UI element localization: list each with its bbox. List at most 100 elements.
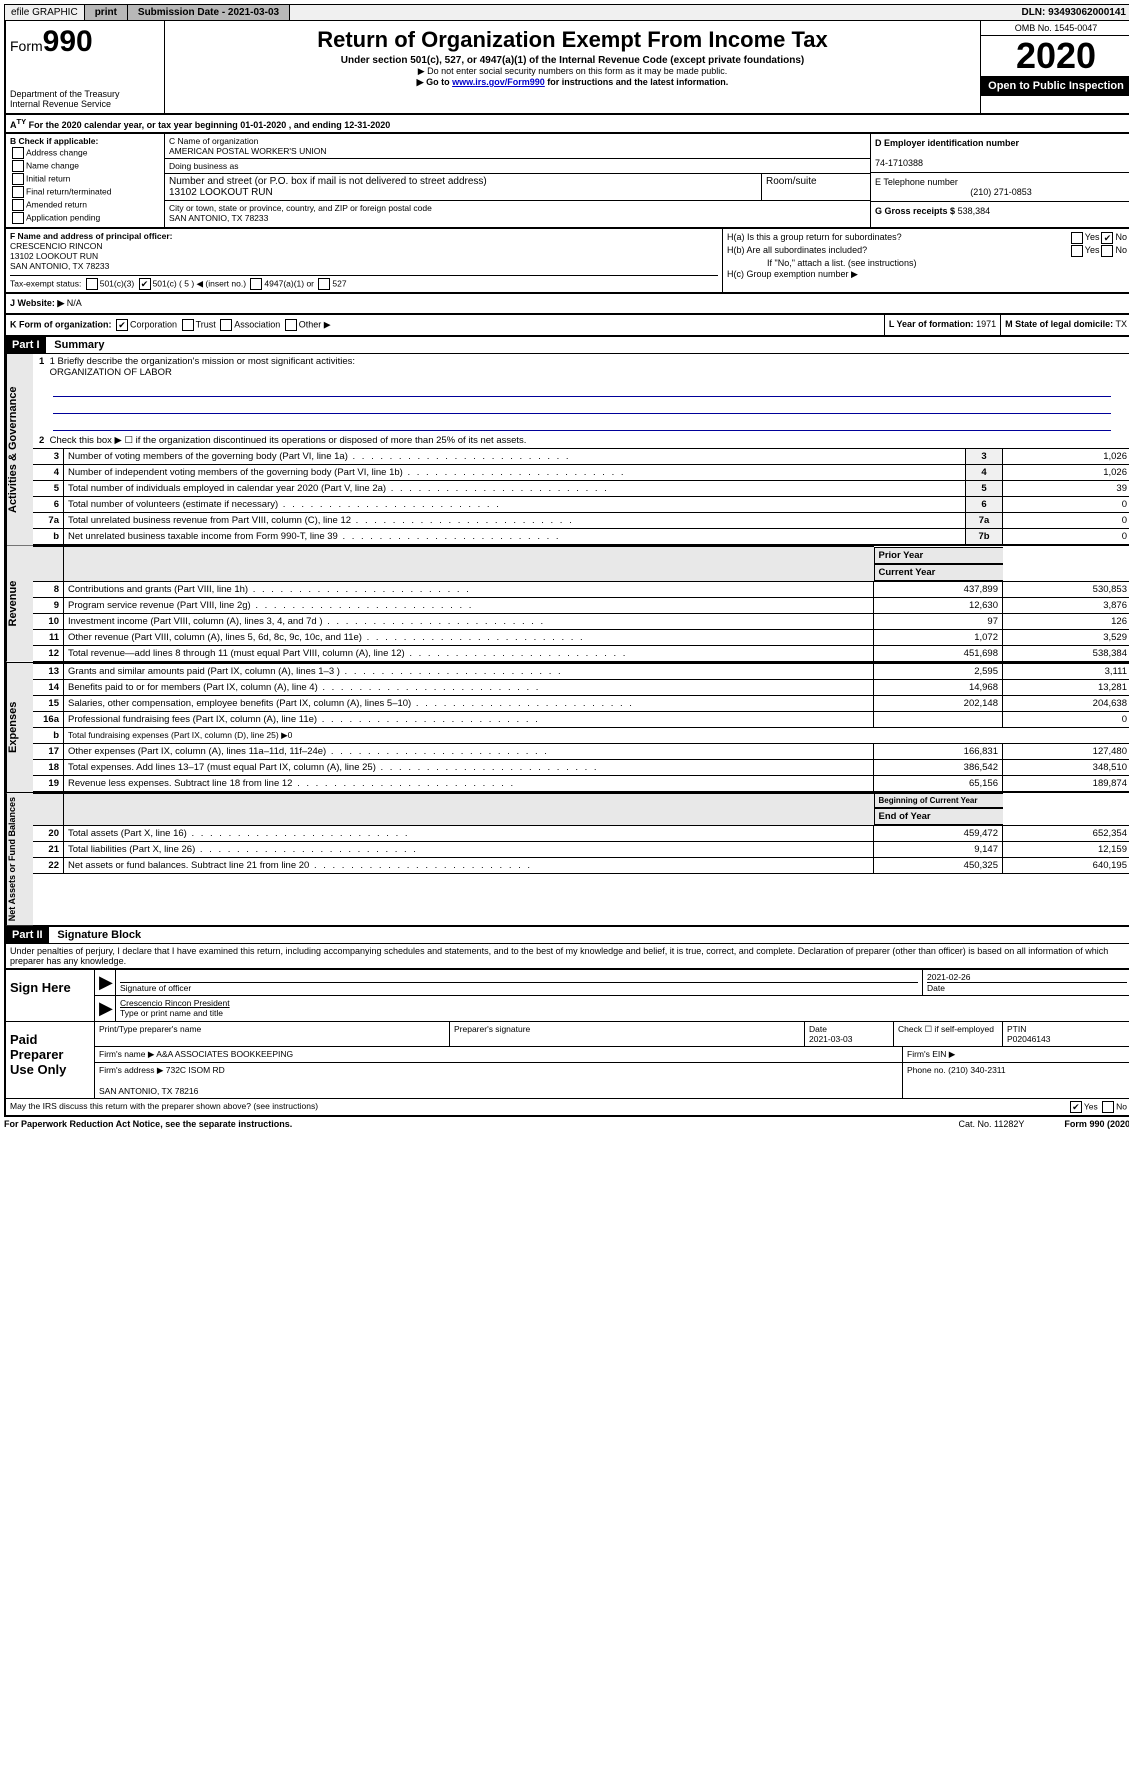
cb-other[interactable]	[285, 319, 297, 331]
h-c-label: H(c) Group exemption number ▶	[727, 269, 1127, 280]
cb-amended[interactable]: Amended return	[10, 199, 160, 211]
line-desc: Other revenue (Part VIII, column (A), li…	[64, 629, 874, 645]
mission-blank-3	[53, 416, 1111, 431]
k-label: K Form of organization:	[10, 319, 112, 329]
sign-here-label: Sign Here	[6, 970, 95, 1021]
hdr-mid: Return of Organization Exempt From Incom…	[165, 21, 980, 113]
line-desc: Total assets (Part X, line 16)	[64, 826, 874, 842]
col-b-checkboxes: B Check if applicable: Address change Na…	[6, 134, 165, 227]
cb-assoc[interactable]	[220, 319, 232, 331]
col-right-deg: D Employer identification number 74-1710…	[870, 134, 1129, 227]
cb-corp[interactable]: ✔	[116, 319, 128, 331]
col-end-year: End of Year	[874, 808, 1003, 825]
cb-initial-return[interactable]: Initial return	[10, 173, 160, 185]
line-desc: Professional fundraising fees (Part IX, …	[64, 711, 874, 727]
cb-discuss-no[interactable]	[1102, 1101, 1114, 1113]
box-b-title: B Check if applicable:	[10, 136, 98, 146]
ptin-cell: PTINP02046143	[1003, 1022, 1129, 1046]
line-num: 12	[33, 645, 64, 661]
cb-hb-yes[interactable]	[1071, 245, 1083, 257]
cb-app-pending[interactable]: Application pending	[10, 212, 160, 224]
form-prefix: Form	[10, 38, 43, 54]
addr-val: 13102 LOOKOUT RUN	[169, 187, 273, 198]
line-box: 5	[966, 481, 1003, 497]
part-2: Part II Signature Block Under penalties …	[4, 927, 1129, 970]
side-governance: Activities & Governance	[6, 354, 33, 545]
line-prior: 202,148	[874, 695, 1003, 711]
cb-name-change[interactable]: Name change	[10, 160, 160, 172]
box-d-ein: D Employer identification number 74-1710…	[871, 134, 1129, 173]
pra-notice: For Paperwork Reduction Act Notice, see …	[4, 1119, 292, 1129]
cb-final-return[interactable]: Final return/terminated	[10, 186, 160, 198]
top-bar: efile GRAPHIC print Submission Date - 20…	[4, 4, 1129, 21]
cb-hb-no[interactable]	[1101, 245, 1113, 257]
line-num: 15	[33, 695, 64, 711]
box-k: K Form of organization: ✔Corporation Tru…	[6, 315, 884, 335]
line-curr: 126	[1003, 613, 1129, 629]
q2-label: 2 Check this box ▶ ☐ if the organization…	[33, 433, 1129, 448]
line-num: 20	[33, 826, 64, 842]
form-number: Form990	[10, 25, 160, 59]
line-num: 13	[33, 663, 64, 679]
q1-val: ORGANIZATION OF LABOR	[50, 367, 172, 378]
form-ref: Form 990 (2020)	[1064, 1119, 1129, 1129]
cb-ha-yes[interactable]	[1071, 232, 1083, 244]
line-val: 39	[1003, 481, 1129, 497]
cb-4947[interactable]	[250, 278, 262, 290]
line-num: 16a	[33, 711, 64, 727]
line-box: 6	[966, 497, 1003, 513]
col-current-year: Current Year	[874, 564, 1003, 581]
tax-exempt-row: Tax-exempt status: 501(c)(3) ✔501(c) ( 5…	[10, 275, 718, 290]
hdr-left: Form990 Department of the Treasury Inter…	[6, 21, 165, 113]
line-prior: 97	[874, 613, 1003, 629]
officer-name: CRESCENCIO RINCON	[10, 241, 103, 251]
sig-date: 2021-02-26	[927, 972, 970, 982]
website-label: J Website: ▶	[10, 298, 64, 308]
cb-ha-no[interactable]: ✔	[1101, 232, 1113, 244]
field-dba: Doing business as	[165, 159, 870, 174]
cb-trust[interactable]	[182, 319, 194, 331]
line-prior: 166,831	[874, 743, 1003, 759]
net-table: Beginning of Current Year End of Year20 …	[33, 793, 1129, 875]
city-val: SAN ANTONIO, TX 78233	[169, 213, 268, 223]
cb-address-change[interactable]: Address change	[10, 147, 160, 159]
check-self-emp[interactable]: Check ☐ if self-employed	[894, 1022, 1003, 1046]
page-footer: For Paperwork Reduction Act Notice, see …	[4, 1117, 1129, 1131]
line-prior: 386,542	[874, 759, 1003, 775]
side-expenses: Expenses	[6, 663, 33, 792]
cb-527[interactable]	[318, 278, 330, 290]
note-ssn: ▶ Do not enter social security numbers o…	[169, 66, 976, 77]
irs-link[interactable]: www.irs.gov/Form990	[452, 77, 545, 87]
efile-label: efile GRAPHIC	[5, 5, 85, 20]
line-desc: Salaries, other compensation, employee b…	[64, 695, 874, 711]
cb-501c3[interactable]	[86, 278, 98, 290]
firm-ein-lbl: Firm's EIN ▶	[903, 1047, 1129, 1062]
firm-name: A&A ASSOCIATES BOOKKEEPING	[156, 1049, 293, 1059]
line-prior: 65,156	[874, 775, 1003, 791]
submission-date-button[interactable]: Submission Date - 2021-03-03	[128, 5, 290, 20]
print-button[interactable]: print	[85, 5, 128, 20]
line-desc: Total liabilities (Part X, line 26)	[64, 842, 874, 858]
sig-officer-lbl: Signature of officer	[120, 982, 918, 993]
line-desc: Total number of volunteers (estimate if …	[64, 497, 966, 513]
box-m: M State of legal domicile: TX	[1000, 315, 1129, 335]
prep-sig-lbl: Preparer's signature	[450, 1022, 805, 1046]
line-num: 21	[33, 842, 64, 858]
line-num: 19	[33, 775, 64, 791]
box-g-gross: G Gross receipts $ 538,384	[871, 202, 1129, 220]
row-a-period: ATY For the 2020 calendar year, or tax y…	[4, 115, 1129, 134]
cb-501c[interactable]: ✔	[139, 278, 151, 290]
line-num: 9	[33, 597, 64, 613]
block-bcdeg: B Check if applicable: Address change Na…	[4, 134, 1129, 229]
gov-table: 3 Number of voting members of the govern…	[33, 448, 1129, 545]
line-num: b	[33, 727, 64, 743]
cb-discuss-yes[interactable]: ✔	[1070, 1101, 1082, 1113]
line-curr: 640,195	[1003, 858, 1129, 874]
block-klm: K Form of organization: ✔Corporation Tru…	[4, 315, 1129, 337]
form-title: Return of Organization Exempt From Incom…	[169, 27, 976, 53]
line-num: 18	[33, 759, 64, 775]
part1-title: Summary	[48, 337, 110, 353]
line-curr: 3,876	[1003, 597, 1129, 613]
line-num: 6	[33, 497, 64, 513]
line-num: 10	[33, 613, 64, 629]
